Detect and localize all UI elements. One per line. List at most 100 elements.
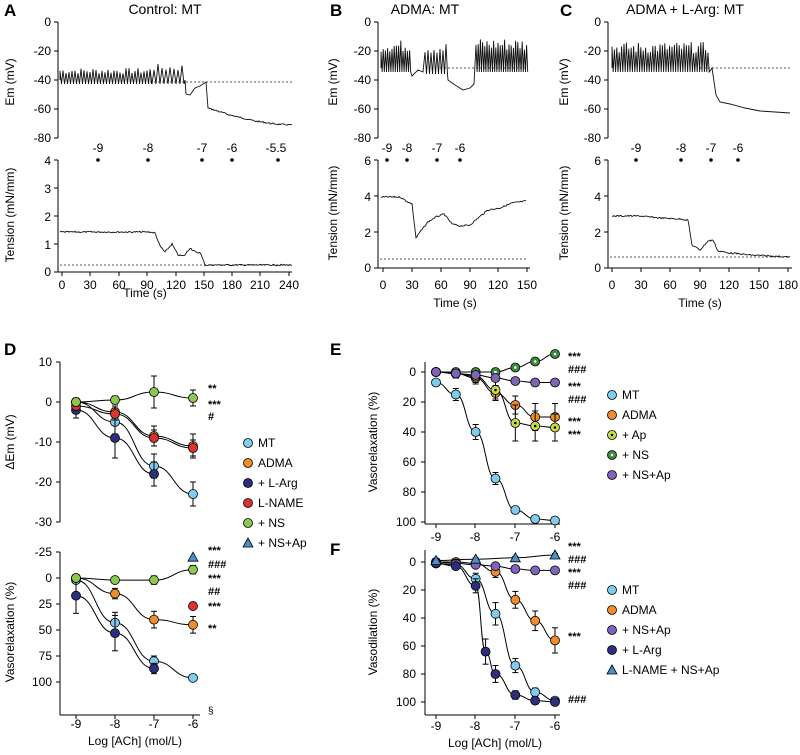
conc-label: -9: [93, 141, 104, 155]
time-tick: 180: [222, 278, 242, 292]
conc-label: -8: [676, 141, 687, 155]
tension-tick: 0: [594, 261, 601, 275]
data-point-mt: [530, 687, 541, 698]
legend-label: L-NAME: [258, 496, 303, 510]
y-tick: 40: [403, 425, 417, 439]
data-point-ns+ap: [490, 373, 501, 383]
x-tick: -7: [149, 717, 160, 731]
data-point-ns: [188, 564, 198, 575]
em-axis-label: Em (mV): [557, 58, 571, 105]
tension-tick: 2: [364, 226, 371, 240]
data-point-mt: [431, 377, 441, 388]
tension-axis-label: Tension (mN/mm): [326, 166, 340, 261]
data-point-ns+ap: [469, 553, 482, 564]
y-tick: 60: [403, 639, 417, 653]
time-tick: 150: [749, 278, 769, 292]
data-point-mt: [470, 427, 481, 437]
significance-label: ***: [208, 573, 222, 585]
panel-letter-a: A: [4, 1, 16, 20]
data-point-ns+ap: [510, 376, 521, 386]
data-point-ns+ap: [530, 565, 541, 576]
em-tick: -60: [584, 102, 602, 116]
data-point-l-arg: [110, 433, 120, 443]
em-axis-label: Em (mV): [3, 58, 17, 105]
legend-label: MT: [622, 583, 640, 597]
data-point-ns+ap: [490, 561, 501, 572]
significance-label: ***: [568, 416, 582, 428]
y-tick: 25: [39, 597, 53, 611]
legend-label: + NS+Ap: [258, 536, 307, 550]
data-point-l-arg: [550, 697, 560, 707]
tension-tick: 4: [594, 190, 601, 204]
em-tick: -80: [34, 131, 52, 145]
legend-marker-ns-ap: [607, 625, 617, 635]
legend-marker-adma: [607, 410, 617, 420]
x-tick: -8: [470, 530, 481, 544]
data-point-mt: [188, 489, 198, 499]
conc-label: -6: [227, 141, 238, 155]
time-tick: 30: [405, 278, 419, 292]
y-tick: 60: [403, 455, 417, 469]
data-point-center: [494, 370, 497, 374]
conc-label: -7: [197, 141, 208, 155]
time-tick: 0: [59, 278, 66, 292]
significance-label: **: [208, 623, 217, 635]
y-tick: 0: [45, 395, 52, 409]
conc-label: -6: [733, 141, 744, 155]
time-axis-label: Time (s): [678, 296, 722, 310]
panel-a-em: 0 -20 -40 -60 -80 Em (mV): [3, 15, 293, 145]
y-tick: 20: [403, 583, 417, 597]
x-axis-label: Log [ACh] (mol/L): [448, 736, 542, 750]
data-point-mt: [188, 672, 198, 683]
data-point-ns: [149, 387, 159, 397]
time-tick: 120: [719, 278, 739, 292]
data-point-mt: [510, 660, 521, 671]
significance-label: ###: [568, 694, 586, 706]
time-axis-label: Time (s): [123, 286, 167, 300]
data-point-ns+ap: [549, 549, 561, 560]
y-tick: 100: [396, 515, 416, 529]
tension-tick: 2: [594, 226, 601, 240]
tension-axis-label: Tension (mN/mm): [557, 166, 571, 261]
data-point-center: [553, 426, 557, 429]
y-tick: 100: [32, 675, 52, 689]
data-point-ns+ap: [510, 564, 521, 574]
legend-marker-mt: [607, 585, 617, 595]
significance-label: ***: [568, 351, 582, 363]
data-point-mt: [450, 389, 461, 400]
y-tick: 80: [403, 667, 417, 681]
data-point-adma: [188, 619, 198, 630]
y-tick: 10: [39, 355, 53, 369]
data-point-l-name: [188, 443, 198, 453]
panel-c-conc-markers: -9 -8 -7 -6: [631, 141, 744, 162]
panel-b-title: ADMA: MT: [391, 1, 460, 17]
x-tick: -8: [470, 719, 481, 733]
y-tick: 20: [403, 395, 417, 409]
panel-a-title: Control: MT: [128, 1, 202, 17]
time-tick: 90: [140, 278, 154, 292]
legend-marker-l-arg: [243, 478, 253, 488]
data-point-mt: [530, 514, 541, 524]
em-trace: [611, 42, 791, 114]
legend-marker-ns: [243, 518, 253, 528]
y-tick: 0: [409, 365, 416, 379]
legend-label: ADMA: [622, 408, 657, 422]
time-tick: 0: [609, 278, 616, 292]
legend-label: ADMA: [258, 456, 293, 470]
panel-a-conc-markers: -9 -8 -7 -6 -5.5: [93, 141, 287, 162]
em-tick: -40: [34, 73, 52, 87]
data-point-mt: [510, 505, 521, 515]
em-tick: -20: [354, 44, 372, 58]
panel-b-tension: 6 4 2 0 Tension (mN/mm) 0 30 60 90 120 1…: [326, 154, 537, 310]
y-tick: -25: [35, 545, 53, 559]
panel-f-legend: MT ADMA + NS+Ap + L-Arg L-NAME + NS+Ap: [606, 583, 720, 677]
panel-letter-e: E: [330, 340, 341, 359]
em-tick: -60: [34, 102, 52, 116]
significance-label: ***: [568, 567, 582, 579]
legend-label: ADMA: [622, 603, 657, 617]
y-tick: 75: [39, 649, 53, 663]
panel-d-top-axes: ΔEm (mV) 10 0 -10 -20 -30 ** *** #: [3, 355, 222, 529]
data-point-l-arg: [470, 580, 481, 591]
time-tick: 0: [380, 278, 387, 292]
